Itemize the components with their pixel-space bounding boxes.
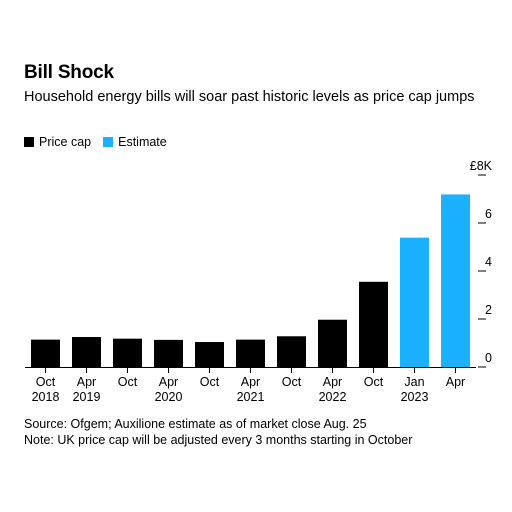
bar bbox=[359, 281, 388, 367]
x-tick-year-label: 2019 bbox=[73, 390, 101, 404]
y-tick-label: 2 bbox=[485, 303, 492, 317]
bar bbox=[400, 237, 429, 367]
y-tick-label: £8K bbox=[470, 159, 493, 173]
x-tick-label: Oct bbox=[200, 375, 220, 389]
y-tick-label: 6 bbox=[485, 207, 492, 221]
legend-swatch-price-cap bbox=[24, 137, 34, 147]
x-tick-year-label: 2020 bbox=[155, 390, 183, 404]
x-tick-year-label: 2021 bbox=[237, 390, 265, 404]
x-tick-label: Apr bbox=[446, 375, 465, 389]
legend-label-estimate: Estimate bbox=[118, 135, 167, 149]
footer: Source: Ofgem; Auxilione estimate as of … bbox=[24, 416, 412, 448]
bar bbox=[154, 339, 183, 367]
legend: Price cap Estimate bbox=[24, 135, 179, 149]
x-tick-label: Apr bbox=[323, 375, 342, 389]
chart-title: Bill Shock bbox=[24, 62, 114, 83]
bar bbox=[113, 338, 142, 367]
chart-subtitle: Household energy bills will soar past hi… bbox=[24, 89, 475, 105]
x-tick-year-label: 2023 bbox=[401, 390, 429, 404]
bar bbox=[31, 339, 60, 367]
y-tick-label: 0 bbox=[485, 351, 492, 365]
x-tick-label: Oct bbox=[36, 375, 56, 389]
legend-label-price-cap: Price cap bbox=[39, 135, 92, 149]
x-tick-label: Apr bbox=[159, 375, 178, 389]
bar bbox=[72, 337, 101, 367]
x-tick-label: Apr bbox=[241, 375, 260, 389]
legend-item-estimate: Estimate bbox=[103, 135, 167, 149]
source-note: Source: Ofgem; Auxilione estimate as of … bbox=[24, 417, 367, 431]
bar bbox=[318, 319, 347, 367]
x-tick-label: Oct bbox=[118, 375, 138, 389]
legend-item-price-cap: Price cap bbox=[24, 135, 91, 149]
bar bbox=[277, 336, 306, 367]
x-tick-label: Apr bbox=[77, 375, 96, 389]
bar bbox=[441, 194, 470, 367]
bar bbox=[236, 339, 265, 367]
y-tick-label: 4 bbox=[485, 255, 492, 269]
x-tick-label: Oct bbox=[364, 375, 384, 389]
bar bbox=[195, 342, 224, 367]
x-tick-year-label: 2022 bbox=[319, 390, 347, 404]
legend-swatch-estimate bbox=[103, 137, 114, 147]
x-tick-label: Oct bbox=[282, 375, 302, 389]
x-tick-year-label: 2018 bbox=[32, 390, 60, 404]
footnote: Note: UK price cap will be adjusted ever… bbox=[24, 433, 413, 447]
x-tick-label: Jan bbox=[404, 375, 424, 389]
